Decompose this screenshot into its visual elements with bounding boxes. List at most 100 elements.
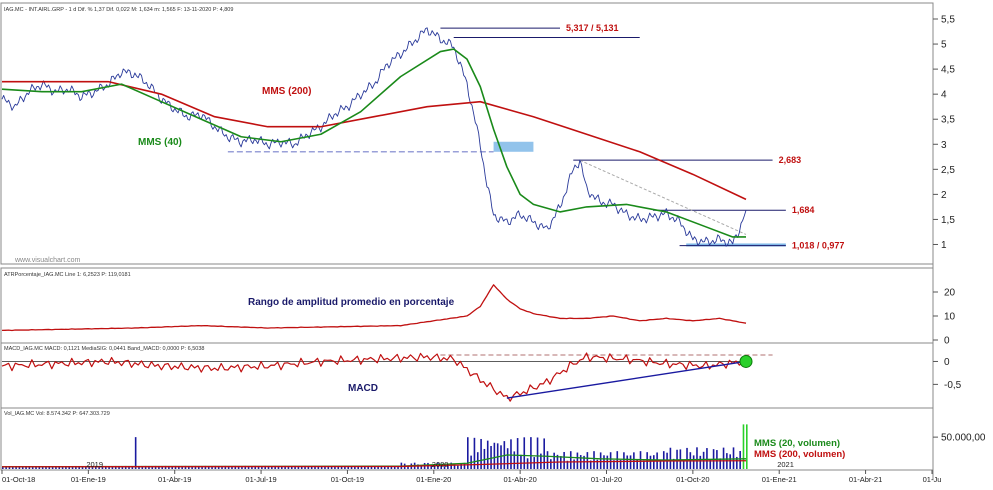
volume-bar xyxy=(699,455,702,469)
volume-bar xyxy=(114,465,117,469)
volume-bar xyxy=(420,465,423,469)
volume-bar xyxy=(281,467,283,469)
volume-bar xyxy=(181,467,183,469)
volume-bar xyxy=(736,456,738,469)
volume-bar xyxy=(520,454,522,469)
volume-bar xyxy=(141,467,144,469)
volume-bar xyxy=(68,466,71,469)
volume-bar xyxy=(45,465,47,469)
x-tick-label: 01-Jul-19 xyxy=(245,475,276,484)
volume-bar xyxy=(330,466,333,469)
x-tick-label: 01-Ene-21 xyxy=(762,475,797,484)
price-header: IAG.MC - INT.AIRL.GRP - 1 d Dif. % 1,37 … xyxy=(4,7,233,13)
volume-bar xyxy=(729,454,731,469)
atr-title: Rango de amplitud promedio en porcentaje xyxy=(248,297,455,308)
volume-bar xyxy=(148,466,150,469)
volume-bar xyxy=(104,465,107,469)
volume-bar xyxy=(380,466,383,469)
x-tick-label: 01-Jul-20 xyxy=(591,475,622,484)
volume-bar xyxy=(653,455,655,469)
volume-bar xyxy=(28,466,31,469)
volume-bar xyxy=(244,465,247,469)
atr-y-tick-label: 10 xyxy=(944,312,956,323)
volume-bar xyxy=(606,455,609,469)
volume-bar xyxy=(81,467,84,469)
macd-title: MACD xyxy=(348,383,378,394)
volume-bar xyxy=(387,466,389,469)
macd-trendline xyxy=(506,360,747,399)
volume-bar xyxy=(8,466,11,469)
volume-bar xyxy=(480,438,482,469)
volume-bar xyxy=(550,459,552,469)
year-label: 2019 xyxy=(86,460,103,469)
volume-bar xyxy=(207,466,210,469)
volume-bar xyxy=(144,465,147,469)
year-label: 2020 xyxy=(432,460,449,469)
volume-bar xyxy=(31,467,34,469)
macd-signal-circle xyxy=(739,354,753,368)
volume-bar xyxy=(138,466,140,469)
volume-bar xyxy=(241,467,243,469)
price-series-line xyxy=(1,27,747,247)
annotation-label: 2,683 xyxy=(779,155,802,165)
vol-mms200-line xyxy=(1,460,747,468)
volume-bar xyxy=(563,451,565,469)
volume-bar xyxy=(350,466,353,469)
price-y-tick-label: 2,5 xyxy=(941,165,955,176)
price-y-tick-label: 2 xyxy=(941,190,947,201)
volume-bar xyxy=(234,465,237,469)
price-y-tick-label: 4,5 xyxy=(941,65,955,76)
volume-bar xyxy=(317,466,320,469)
volume-bar xyxy=(15,466,17,469)
volume-bar xyxy=(227,466,230,469)
volume-bar xyxy=(629,455,632,469)
watermark: www.visualchart.com xyxy=(14,257,81,264)
x-tick-label: 01-Oct-19 xyxy=(331,475,364,484)
volume-bar xyxy=(473,437,476,469)
volume-bar xyxy=(214,465,217,469)
volume-bar xyxy=(739,450,741,469)
volume-bar xyxy=(154,465,157,469)
volume-bar xyxy=(204,465,207,469)
volume-bar xyxy=(237,466,240,469)
volume-bar xyxy=(58,466,61,469)
volume-bar xyxy=(633,452,635,469)
atr-header: ATRPorcentaje_IAG.MC Line 1: 6,2523 P: 1… xyxy=(4,272,131,278)
volume-bar xyxy=(277,466,280,469)
volume-bar xyxy=(261,467,263,469)
volume-bar xyxy=(21,467,24,469)
volume-bar xyxy=(490,445,492,469)
volume-bar xyxy=(184,465,187,469)
atr-y-tick-label: 20 xyxy=(944,288,956,299)
volume-bar xyxy=(290,467,293,469)
volume-bar xyxy=(589,460,592,469)
volume-bar xyxy=(221,467,223,469)
volume-bar xyxy=(543,438,545,469)
price-y-tick-label: 1,5 xyxy=(941,215,955,226)
volume-bar xyxy=(151,467,154,469)
volume-bar xyxy=(619,460,622,469)
downtrend-dashed-line xyxy=(579,159,747,235)
volume-bar xyxy=(616,451,619,469)
volume-bar xyxy=(254,465,257,469)
volume-bar xyxy=(128,466,130,469)
volume-bar xyxy=(510,439,512,469)
vol-mms200-label: MMS (200, volumen) xyxy=(754,449,845,460)
volume-bar xyxy=(101,467,104,469)
volume-bar xyxy=(397,466,399,469)
volume-bar xyxy=(38,466,41,469)
volume-y-tick-label: 50.000,00 xyxy=(941,433,986,444)
atr-y-tick-label: 0 xyxy=(944,336,950,347)
volume-bar xyxy=(48,466,51,469)
volume-bar xyxy=(393,465,396,469)
volume-bar xyxy=(294,465,296,469)
volume-bar xyxy=(696,447,698,469)
volume-bar xyxy=(433,464,436,469)
volume-bar xyxy=(75,465,77,469)
volume-bar xyxy=(623,452,625,469)
volume-header: Vol_IAG.MC Vol: 8.574.342 P: 647.303.729 xyxy=(4,411,110,417)
volume-bar xyxy=(732,447,735,469)
mms40-label: MMS (40) xyxy=(138,137,182,148)
volume-bar xyxy=(513,451,516,469)
